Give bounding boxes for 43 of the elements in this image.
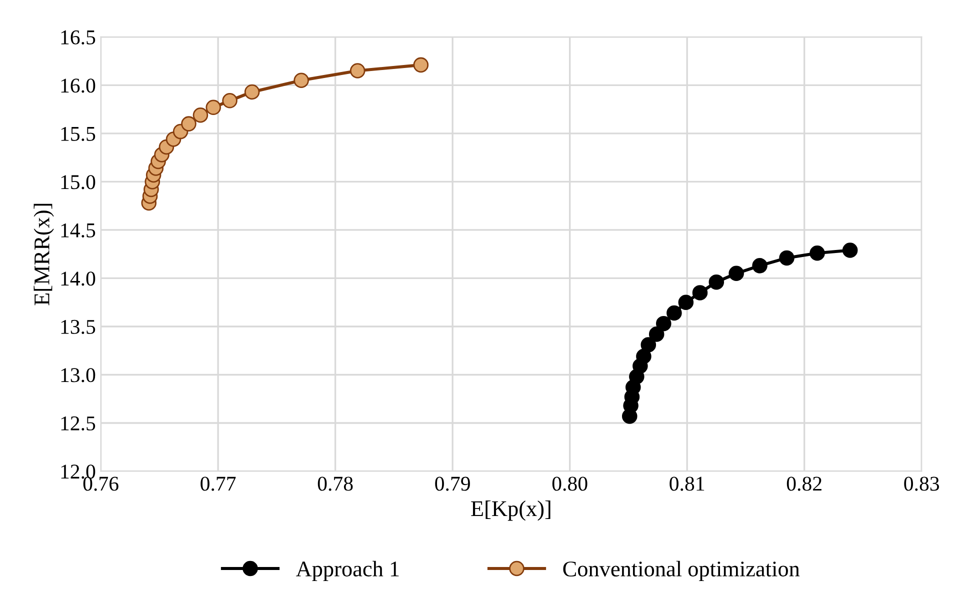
x-tick-label: 0.81 <box>670 476 704 491</box>
point <box>648 326 664 342</box>
x-tick-label: 0.76 <box>83 476 118 491</box>
point <box>350 63 366 78</box>
point <box>244 84 260 100</box>
y-tick-label: 16.5 <box>61 30 96 44</box>
x-tick-label: 0.82 <box>786 476 822 491</box>
point <box>752 258 768 274</box>
point <box>413 57 429 73</box>
point <box>640 337 656 352</box>
legend-label: Approach 1 <box>296 560 399 582</box>
y-tick-label: 15.0 <box>61 175 96 190</box>
point <box>810 245 825 261</box>
y-tick-label: 16.0 <box>61 78 96 93</box>
x-tick-label: 0.78 <box>318 476 353 491</box>
y-tick-label: 15.5 <box>61 126 96 141</box>
point <box>181 116 196 132</box>
y-tick-label: 13.5 <box>61 320 96 334</box>
legend-label: Conventional optimization <box>563 560 800 582</box>
y-axis-title: E[MRR(x)] <box>34 204 54 306</box>
point <box>656 316 672 332</box>
point <box>842 242 858 258</box>
x-tick-label: 0.79 <box>435 476 470 491</box>
point <box>728 266 744 282</box>
x-axis-title: E[Kp(x)] <box>471 500 550 521</box>
x-tick-label: 0.80 <box>552 476 588 491</box>
point <box>294 72 309 88</box>
x-tick-label: 0.77 <box>200 476 236 491</box>
y-tick-label: 14.5 <box>61 223 96 238</box>
point <box>666 305 682 321</box>
y-tick-label: 12.0 <box>61 464 96 479</box>
y-tick-label: 14.0 <box>61 272 96 286</box>
point <box>678 294 694 310</box>
y-tick-label: 12.5 <box>61 416 96 431</box>
y-tick-label: 13.0 <box>61 368 96 382</box>
point <box>779 250 794 266</box>
point <box>636 348 652 364</box>
point <box>708 274 724 290</box>
point <box>206 100 222 116</box>
point <box>692 285 708 300</box>
point <box>192 107 208 123</box>
x-tick-label: 0.83 <box>904 476 940 491</box>
point <box>222 93 238 108</box>
